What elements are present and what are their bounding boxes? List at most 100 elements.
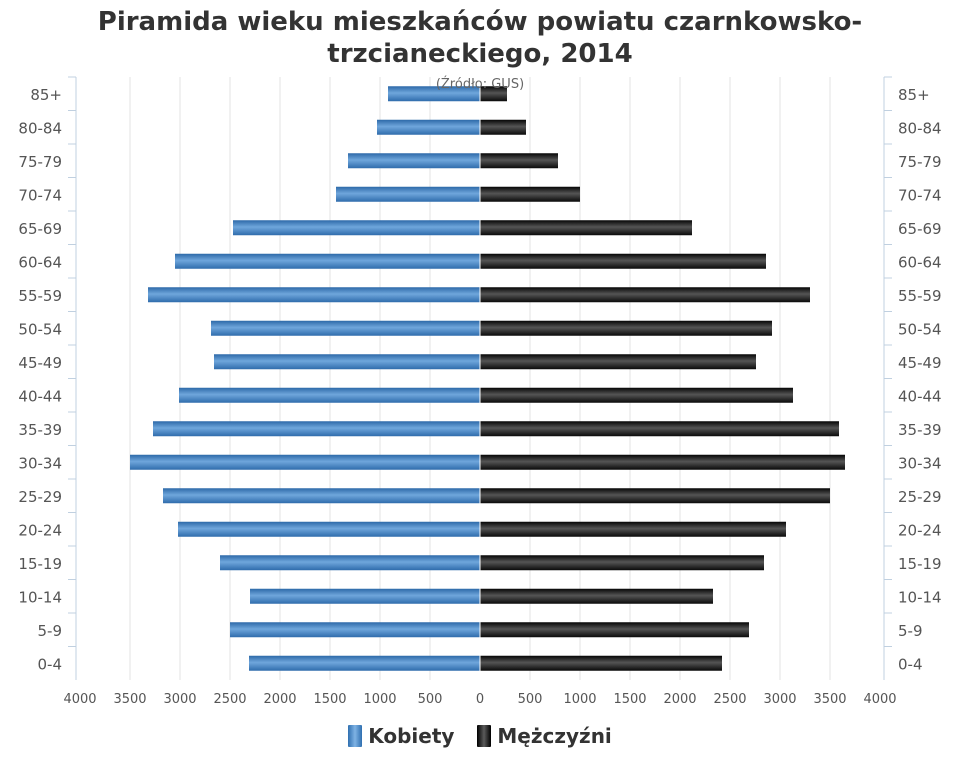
category-label-left: 80-84 [18,119,62,137]
category-label-left: 55-59 [18,287,62,305]
bar-mezczyzni-25-29 [480,488,830,504]
category-label-right: 60-64 [898,253,942,271]
bar-kobiety-20-24 [178,521,480,537]
legend-label-mezczyzni: Mężczyźni [497,723,612,748]
x-tick-label-right: 2500 [713,692,746,707]
category-label-left: 5-9 [38,622,63,640]
legend-label-kobiety: Kobiety [368,723,455,748]
x-tick-label-right: 1000 [563,692,596,707]
category-label-right: 10-14 [898,588,942,606]
x-tick-label-right: 3500 [813,692,846,707]
bar-kobiety-5-9 [230,622,480,638]
x-tick-label-left: 1000 [363,692,396,707]
x-tick-label-right: 4000 [863,692,896,707]
bar-kobiety-60-64 [175,253,480,269]
bar-kobiety-45-49 [214,354,480,370]
x-tick-label-right: 1500 [613,692,646,707]
category-label-right: 40-44 [898,387,942,405]
x-tick-label-right: 2000 [663,692,696,707]
x-tick-label-left: 3000 [163,692,196,707]
bar-kobiety-70-74 [336,186,480,202]
bar-mezczyzni-75-79 [480,153,558,169]
legend-swatch-mezczyzni [477,724,492,747]
bar-kobiety-35-39 [153,421,480,437]
bar-mezczyzni-85+ [480,86,507,102]
bar-mezczyzni-15-19 [480,555,764,571]
category-label-right: 50-54 [898,320,942,338]
category-label-right: 20-24 [898,521,942,539]
bar-mezczyzni-5-9 [480,622,749,638]
bar-kobiety-50-54 [211,320,480,336]
category-label-left: 70-74 [18,186,62,204]
x-tick-label-left: 3500 [113,692,146,707]
bar-mezczyzni-65-69 [480,220,692,236]
category-label-left: 75-79 [18,153,62,171]
bar-mezczyzni-80-84 [480,119,526,135]
category-label-left: 0-4 [38,655,63,673]
bar-kobiety-0-4 [249,655,480,671]
chart-title-line-1: Piramida wieku mieszkańców powiatu czarn… [97,7,863,37]
category-label-left: 50-54 [18,320,62,338]
category-label-left: 65-69 [18,220,62,238]
bar-kobiety-75-79 [348,153,480,169]
legend-item-mezczyzni[interactable]: Mężczyźni [477,723,612,748]
chart-subtitle: (Źródło: GUS) [435,77,525,92]
category-label-right: 15-19 [898,555,942,573]
category-label-right: 65-69 [898,220,942,238]
bar-mezczyzni-30-34 [480,454,845,470]
category-label-left: 35-39 [18,421,62,439]
category-label-right: 80-84 [898,119,942,137]
bar-kobiety-40-44 [179,387,480,403]
x-tick-label-right: 500 [518,692,543,707]
bar-mezczyzni-20-24 [480,521,786,537]
category-label-right: 25-29 [898,488,942,506]
category-label-right: 35-39 [898,421,942,439]
category-label-left: 20-24 [18,521,62,539]
bar-kobiety-10-14 [250,588,480,604]
category-label-right: 85+ [898,86,930,104]
x-tick-label-left: 4000 [63,692,96,707]
category-label-left: 60-64 [18,253,62,271]
x-tick-label-left: 500 [418,692,443,707]
category-label-right: 0-4 [898,655,923,673]
bar-mezczyzni-45-49 [480,354,756,370]
category-label-right: 75-79 [898,153,942,171]
x-tick-label-left: 2000 [263,692,296,707]
bar-kobiety-25-29 [163,488,480,504]
bar-mezczyzni-0-4 [480,655,722,671]
chart-title: Piramida wieku mieszkańców powiatu czarn… [0,6,960,70]
category-label-left: 15-19 [18,555,62,573]
category-label-left: 30-34 [18,454,62,472]
bar-mezczyzni-60-64 [480,253,766,269]
category-label-right: 70-74 [898,186,942,204]
bar-kobiety-30-34 [130,454,480,470]
bar-mezczyzni-10-14 [480,588,713,604]
x-tick-label-right: 3000 [763,692,796,707]
legend-swatch-kobiety [348,724,363,747]
x-tick-label-left: 0 [476,692,484,707]
bar-mezczyzni-35-39 [480,421,839,437]
legend: Kobiety Mężczyźni [0,722,960,748]
bar-mezczyzni-55-59 [480,287,810,303]
legend-item-kobiety[interactable]: Kobiety [348,724,454,748]
chart-title-line-2: trzcianeckiego, 2014 [327,39,633,69]
category-label-right: 5-9 [898,622,923,640]
category-label-left: 25-29 [18,488,62,506]
bar-kobiety-15-19 [220,555,480,571]
x-tick-label-left: 1500 [313,692,346,707]
bar-kobiety-85+ [388,86,480,102]
category-label-right: 45-49 [898,354,942,372]
category-label-left: 45-49 [18,354,62,372]
bar-mezczyzni-40-44 [480,387,793,403]
bar-kobiety-55-59 [148,287,480,303]
category-label-right: 55-59 [898,287,942,305]
x-tick-label-left: 2500 [213,692,246,707]
bar-kobiety-65-69 [233,220,480,236]
category-label-right: 30-34 [898,454,942,472]
bar-kobiety-80-84 [377,119,480,135]
category-label-left: 40-44 [18,387,62,405]
bar-mezczyzni-50-54 [480,320,772,336]
category-label-left: 85+ [30,86,62,104]
